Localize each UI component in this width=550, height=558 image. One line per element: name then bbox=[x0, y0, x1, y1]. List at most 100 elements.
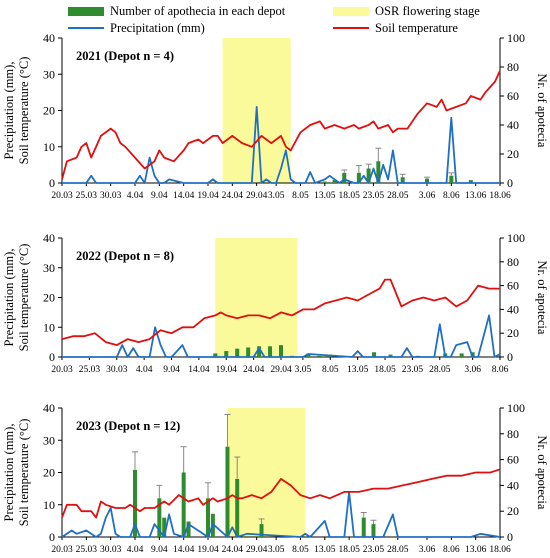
panel-3-xtick-label: 29.04 bbox=[246, 545, 268, 555]
panel-2-ytick-label: 40 bbox=[43, 231, 55, 245]
panel-3-xtick-label: 3.06 bbox=[419, 545, 436, 555]
panel-1-xtick-label: 18.05 bbox=[338, 191, 360, 201]
panel-3-apothecia-bar bbox=[225, 446, 230, 537]
panel-3-y2tick-label: 20 bbox=[507, 504, 519, 518]
panel-1-apothecia-bar bbox=[468, 180, 473, 183]
panel-2-xtick-label: 23.05 bbox=[402, 365, 424, 375]
legend-apothecia-label: Number of apothecia in each depot bbox=[110, 3, 286, 18]
legend: Number of apothecia in each depot OSR fl… bbox=[0, 0, 550, 36]
panel-1-y2tick-label: 0 bbox=[507, 176, 513, 190]
panel-1-ylabel-line1: Precipitation (mm), bbox=[2, 62, 16, 160]
panel-3-ytick-label: 20 bbox=[43, 466, 55, 480]
panel-1-ytick-label: 0 bbox=[49, 176, 55, 190]
panel-2-xtick-label: 14.04 bbox=[188, 365, 210, 375]
panel-3-ytick-label: 0 bbox=[49, 530, 55, 544]
panel-1-apothecia-bar bbox=[449, 175, 454, 183]
panel-2-ytick-label: 10 bbox=[43, 320, 55, 334]
panel-3-xtick-label: 23.05 bbox=[363, 545, 385, 555]
legend-precipitation-label: Precipitation (mm) bbox=[110, 20, 205, 35]
panel-1-xtick-label: 3.06 bbox=[419, 191, 436, 201]
soil-swatch bbox=[333, 27, 369, 29]
panel-3-xtick-label: 24.04 bbox=[222, 545, 244, 555]
panel-2-apothecia-bar bbox=[213, 353, 218, 357]
panel-3-y2tick-label: 60 bbox=[507, 453, 519, 467]
panel-1-xtick-label: 8.06 bbox=[443, 191, 460, 201]
panel-3-apothecia-bar bbox=[206, 498, 210, 537]
apothecia-swatch bbox=[68, 6, 104, 16]
panel-2-y2tick-label: 40 bbox=[507, 302, 519, 316]
panel-2-xtick-label: 8.06 bbox=[492, 365, 509, 375]
panel-2-y2tick-label: 0 bbox=[507, 350, 513, 364]
panel-3-y2label: Nr. of apotecia bbox=[535, 436, 549, 510]
panel-1-xtick-label: 25.03 bbox=[76, 191, 98, 201]
panel-1-xtick-label: 18.06 bbox=[489, 191, 511, 201]
panel-3-title: 2023 (Depot n = 12) bbox=[76, 419, 180, 433]
panel-1-soil-temperature-line bbox=[61, 70, 501, 180]
panel-3-xtick-label: 13.05 bbox=[314, 545, 336, 555]
panel-1-xtick-label: 8.05 bbox=[292, 191, 309, 201]
panel-2-y2tick-label: 60 bbox=[507, 279, 519, 293]
panel-3-soil-temperature-line bbox=[61, 468, 501, 519]
panel-1-y2tick-label: 20 bbox=[507, 147, 519, 161]
panel-1-apothecia-bar bbox=[366, 168, 371, 183]
panel-1-ytick-label: 20 bbox=[43, 104, 55, 118]
panel-1-title: 2021 (Depot n = 4) bbox=[76, 49, 174, 63]
panel-2-y2tick-label: 20 bbox=[507, 326, 519, 340]
panel-3-xtick-label: 19.04 bbox=[197, 545, 219, 555]
panel-2-xtick-label: 28.05 bbox=[429, 365, 451, 375]
panel-2-ylabel-line1: Precipitation (mm), bbox=[2, 249, 16, 347]
panel-2-y2tick-label: 100 bbox=[507, 231, 525, 245]
panel-2-title: 2022 (Depot n = 8) bbox=[76, 249, 174, 263]
panel-2-apothecia-bar bbox=[459, 353, 464, 357]
precipitation-swatch bbox=[68, 27, 104, 29]
panel-1-xtick-label: 29.04 bbox=[246, 191, 268, 201]
legend-flowering: OSR flowering stage bbox=[333, 3, 480, 19]
panel-2-ylabel-line2: Soil temperature (°C) bbox=[17, 244, 31, 352]
panel-3-ytick-label: 30 bbox=[43, 433, 55, 447]
panel-3-precipitation-line bbox=[61, 490, 501, 538]
panel-2-xtick-label: 8.05 bbox=[322, 365, 339, 375]
panel-1-xtick-label: 3.05 bbox=[268, 191, 285, 201]
panel-2-xtick-label: 19.04 bbox=[216, 365, 238, 375]
panel-1-y2tick-label: 100 bbox=[507, 31, 525, 45]
panel-2-y2tick-label: 80 bbox=[507, 255, 519, 269]
panel-1-xtick-label: 30.03 bbox=[100, 191, 122, 201]
panel-3-xtick-label: 28.05 bbox=[387, 545, 409, 555]
panel-2-apothecia-bar bbox=[388, 354, 393, 357]
panel-2-apothecia-bar bbox=[257, 346, 262, 357]
panel-2-ytick-label: 0 bbox=[49, 350, 55, 364]
panel-1-xtick-label: 4.04 bbox=[127, 191, 144, 201]
panel-3-apothecia-bar bbox=[133, 469, 137, 537]
panel-1-ylabel-line2: Soil temperature (°C) bbox=[17, 57, 31, 165]
panel-3-xtick-label: 30.03 bbox=[100, 545, 122, 555]
panel-1-xtick-label: 13.05 bbox=[314, 191, 336, 201]
panel-2-apothecia-bar bbox=[279, 345, 283, 357]
panel-1-apothecia-bar bbox=[400, 177, 405, 183]
panel-2-apothecia-bar bbox=[306, 353, 311, 357]
panel-2-ytick-label: 30 bbox=[43, 261, 55, 275]
panel-3-xtick-label: 13.06 bbox=[465, 545, 487, 555]
panel-3-apothecia-bar bbox=[235, 478, 240, 537]
panel-2-soil-temperature-line bbox=[61, 278, 500, 347]
legend-soil-label: Soil temperature bbox=[375, 20, 458, 35]
panel-1-ytick-label: 30 bbox=[43, 67, 55, 81]
panel-3-xtick-label: 14.04 bbox=[173, 545, 195, 555]
panel-2-apothecia-bar bbox=[317, 355, 322, 357]
panel-2-ytick-label: 20 bbox=[43, 291, 55, 305]
panel-2-xtick-label: 9.04 bbox=[163, 365, 180, 375]
panel-2-xtick-label: 4.04 bbox=[136, 365, 153, 375]
panel-1-apothecia-bar bbox=[332, 180, 337, 183]
panel-3-ylabel-line1: Precipitation (mm), bbox=[2, 424, 16, 522]
panel-3-xtick-label: 4.04 bbox=[127, 545, 144, 555]
panel-2-y2label: Nr. of apotecia bbox=[535, 261, 549, 335]
panel-3-y2tick-label: 80 bbox=[507, 427, 519, 441]
panel-1-y2tick-label: 60 bbox=[507, 89, 519, 103]
panel-2-xtick-label: 13.05 bbox=[347, 365, 369, 375]
panel-3-apothecia-bar bbox=[361, 517, 366, 537]
panel-3-apothecia-bar bbox=[186, 521, 191, 537]
panel-1-y2label: Nr. of apotecia bbox=[535, 74, 549, 148]
panel-1-xtick-label: 24.04 bbox=[222, 191, 244, 201]
panel-3-xtick-label: 20.03 bbox=[51, 545, 73, 555]
panel-3-xtick-label: 18.06 bbox=[489, 545, 511, 555]
panel-3-apothecia-bar bbox=[157, 498, 162, 537]
